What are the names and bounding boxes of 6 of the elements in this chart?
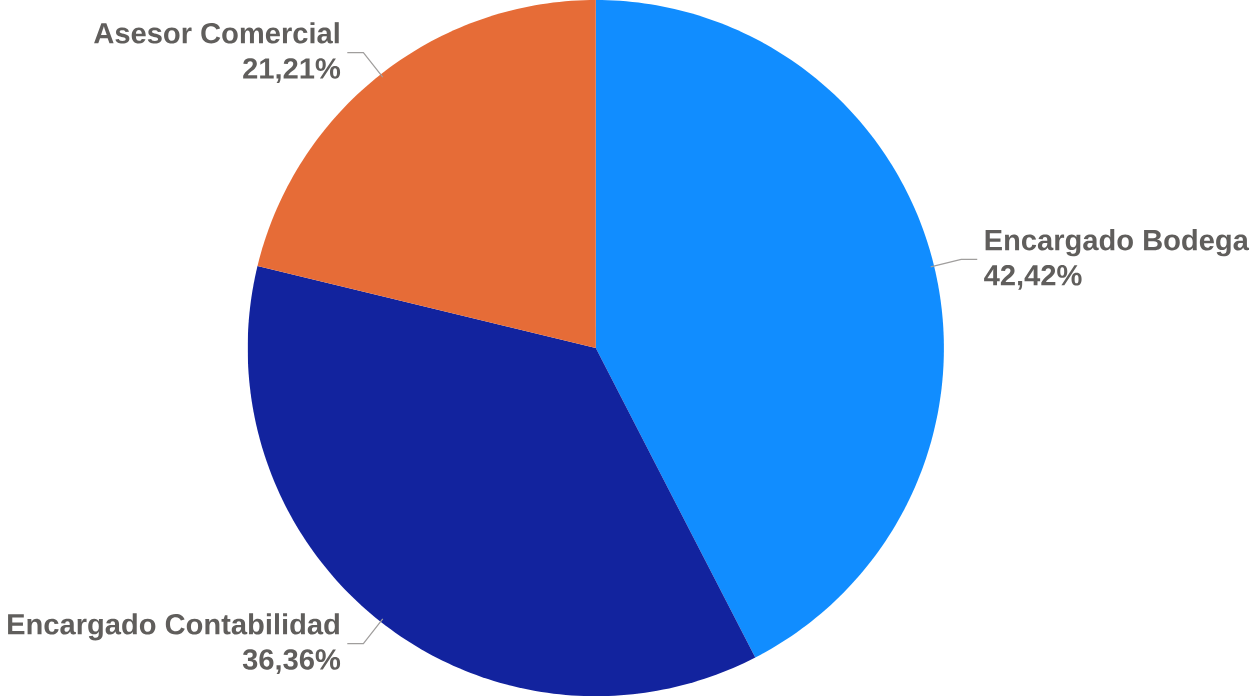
data-label: 36,36% [242,649,341,674]
slice-label: Encargado Contabilidad [8,613,339,641]
slice-label: Asesor Comercial [94,22,339,44]
data-label: 42,42% [984,264,1082,290]
data-label: 21,21% [243,58,341,83]
slice-label: Encargado Bodega [985,228,1250,257]
